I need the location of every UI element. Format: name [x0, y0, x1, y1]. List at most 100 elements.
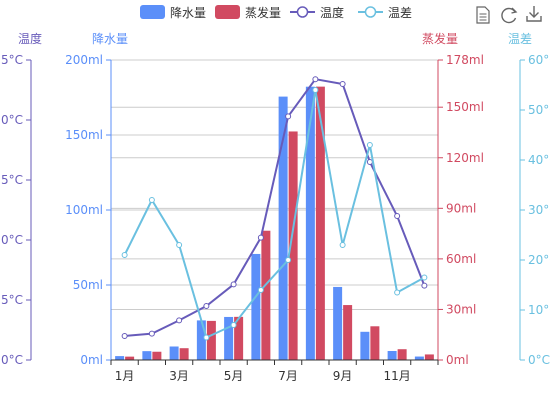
bar-rain [387, 351, 397, 360]
bar-evap [397, 349, 407, 360]
legend-swatch-marker [296, 6, 309, 18]
y-tick-label-rain: 150ml [65, 128, 103, 142]
save-image-icon-tray [526, 16, 542, 22]
restore-icon-arrow [511, 7, 518, 14]
y-tick-label-rain: 200ml [65, 53, 103, 67]
y-tick-label-evap: 178ml [446, 53, 484, 67]
point-temp [394, 213, 401, 219]
point-tdiff [230, 322, 237, 328]
y-tick-label-temp: 25°C [0, 53, 23, 67]
y-tick-label-tdiff: 50°C [528, 103, 550, 117]
grid-layer [111, 59, 438, 310]
lines-layer [121, 76, 428, 341]
legend-item[interactable]: 降水量 [140, 5, 206, 20]
y-tick-label-evap: 150ml [446, 100, 484, 114]
bar-evap [152, 351, 162, 360]
point-tdiff [148, 197, 155, 203]
legend-label: 蒸发量 [245, 5, 281, 20]
bar-rain [142, 351, 152, 360]
point-temp [366, 159, 373, 165]
data-view-icon[interactable] [476, 6, 490, 24]
y-tick-label-tdiff: 40°C [528, 153, 550, 167]
bar-rain [251, 253, 261, 360]
legend-item[interactable]: 温度 [290, 5, 344, 20]
restore-icon-arc [501, 7, 517, 24]
y-tick-label-temp: 15°C [0, 173, 23, 187]
point-temp [339, 81, 346, 87]
y-tick-label-tdiff: 30°C [528, 203, 550, 217]
legend-swatch [215, 5, 240, 19]
y-tick-label-rain: 50ml [73, 278, 103, 292]
legend-swatch [140, 5, 165, 19]
y-tick-label-tdiff: 10°C [528, 303, 550, 317]
y-tick-label-temp: 0°C [1, 353, 23, 367]
x-tick-label: 1月 [115, 369, 135, 383]
bar-evap [125, 356, 135, 360]
legend-label: 降水量 [170, 6, 206, 20]
legend-swatch-marker [364, 6, 377, 18]
point-tdiff [176, 242, 183, 248]
y-tick-label-evap: 30ml [446, 302, 476, 316]
legend: 降水量 蒸发量 温度 温差 [140, 5, 412, 20]
point-temp [203, 303, 210, 309]
bar-rain [360, 331, 370, 360]
x-tick-label: 7月 [278, 369, 298, 383]
y-tick-label-rain: 0ml [80, 353, 103, 367]
bar-rain [224, 316, 234, 360]
y-tick-label-evap: 0ml [446, 353, 469, 367]
bar-evap [234, 316, 244, 360]
legend-item[interactable]: 蒸发量 [215, 5, 281, 20]
point-temp [176, 317, 183, 324]
point-tdiff [366, 142, 373, 148]
bar-rain [196, 320, 206, 360]
x-tick-label: 3月 [169, 369, 189, 383]
y-axis-title-rain: 降水量 [92, 32, 128, 46]
y-tick-label-rain: 100ml [65, 203, 103, 217]
legend-label: 温度 [320, 5, 344, 20]
legend-item[interactable]: 温差 [358, 6, 412, 20]
y-axis-title-evap: 蒸发量 [422, 31, 458, 46]
toolbox [476, 6, 542, 24]
point-tdiff [394, 289, 401, 296]
point-temp [230, 281, 237, 288]
point-temp [285, 113, 292, 120]
data-view-icon-outline [476, 6, 490, 24]
point-tdiff [339, 242, 346, 248]
y-tick-label-evap: 60ml [446, 252, 476, 266]
bar-evap [288, 131, 298, 360]
bar-rain [278, 96, 288, 360]
point-tdiff [312, 87, 319, 93]
y-tick-label-temp: 20°C [0, 113, 23, 127]
bar-rain [414, 356, 424, 360]
series-line-temp [124, 78, 426, 337]
x-tick-label: 5月 [224, 369, 244, 383]
axes-layer: 温度 0°C 5°C 10°C 15°C 20°C 25°C 降水量 0ml 50ml 100ml 1… [0, 31, 550, 383]
y-tick-label-tdiff: 0°C [528, 353, 550, 367]
y-tick-label-tdiff: 20°C [528, 253, 550, 267]
bar-evap [261, 230, 271, 360]
point-temp [148, 330, 155, 337]
restore-icon[interactable] [501, 7, 518, 24]
y-tick-label-evap: 90ml [446, 201, 476, 215]
point-tdiff [121, 252, 128, 258]
y-tick-label-temp: 10°C [0, 233, 23, 247]
legend-label: 温差 [388, 6, 412, 20]
point-tdiff [257, 287, 264, 293]
series-line-tdiff [123, 89, 425, 339]
x-tick-label: 9月 [333, 369, 353, 383]
point-temp [121, 333, 128, 339]
bar-evap [343, 305, 353, 360]
save-image-icon[interactable] [526, 6, 542, 22]
y-tick-label-evap: 120ml [446, 151, 484, 165]
point-temp [257, 234, 264, 241]
point-temp [421, 282, 428, 289]
y-tick-label-tdiff: 60°C [528, 53, 550, 67]
point-tdiff [421, 274, 428, 281]
bar-evap [424, 354, 434, 360]
x-tick-label: 11月 [383, 369, 410, 383]
bar-evap [315, 86, 325, 360]
point-tdiff [285, 257, 292, 263]
bar-evap [179, 348, 189, 360]
bars-layer [115, 86, 434, 360]
